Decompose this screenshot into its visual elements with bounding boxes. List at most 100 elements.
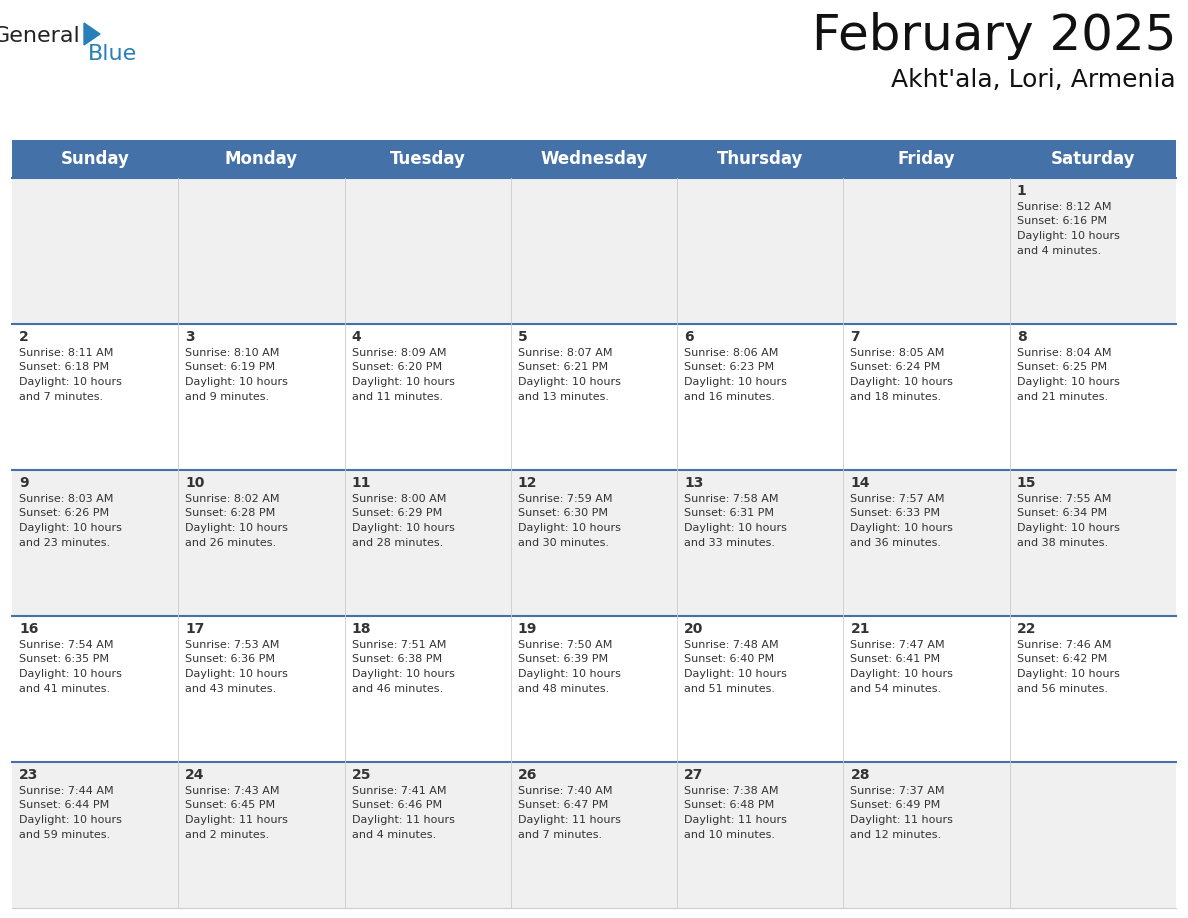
Text: and 30 minutes.: and 30 minutes. xyxy=(518,538,609,547)
Text: and 11 minutes.: and 11 minutes. xyxy=(352,391,443,401)
Text: and 46 minutes.: and 46 minutes. xyxy=(352,684,443,693)
Text: Daylight: 10 hours: Daylight: 10 hours xyxy=(518,377,621,387)
Text: 7: 7 xyxy=(851,330,860,344)
Text: Wednesday: Wednesday xyxy=(541,150,647,168)
Text: 23: 23 xyxy=(19,768,38,782)
Text: Sunset: 6:44 PM: Sunset: 6:44 PM xyxy=(19,800,109,811)
Text: and 7 minutes.: and 7 minutes. xyxy=(518,830,602,839)
Text: Daylight: 11 hours: Daylight: 11 hours xyxy=(518,815,621,825)
Text: Akht'ala, Lori, Armenia: Akht'ala, Lori, Armenia xyxy=(891,68,1176,92)
Text: and 4 minutes.: and 4 minutes. xyxy=(352,830,436,839)
Text: and 7 minutes.: and 7 minutes. xyxy=(19,391,103,401)
Text: Daylight: 10 hours: Daylight: 10 hours xyxy=(851,377,953,387)
Text: Sunset: 6:33 PM: Sunset: 6:33 PM xyxy=(851,509,941,519)
Text: and 36 minutes.: and 36 minutes. xyxy=(851,538,941,547)
Text: Sunset: 6:30 PM: Sunset: 6:30 PM xyxy=(518,509,608,519)
Text: Sunrise: 7:53 AM: Sunrise: 7:53 AM xyxy=(185,640,279,650)
Text: Daylight: 10 hours: Daylight: 10 hours xyxy=(185,377,289,387)
Text: and 38 minutes.: and 38 minutes. xyxy=(1017,538,1108,547)
Text: Sunset: 6:34 PM: Sunset: 6:34 PM xyxy=(1017,509,1107,519)
Text: Daylight: 10 hours: Daylight: 10 hours xyxy=(518,523,621,533)
Text: Sunrise: 8:12 AM: Sunrise: 8:12 AM xyxy=(1017,202,1111,212)
Text: Sunset: 6:45 PM: Sunset: 6:45 PM xyxy=(185,800,276,811)
Text: Sunset: 6:46 PM: Sunset: 6:46 PM xyxy=(352,800,442,811)
Text: 4: 4 xyxy=(352,330,361,344)
Bar xyxy=(12,140,1176,178)
Text: and 9 minutes.: and 9 minutes. xyxy=(185,391,270,401)
Text: Daylight: 11 hours: Daylight: 11 hours xyxy=(185,815,289,825)
Text: 17: 17 xyxy=(185,622,204,636)
Text: and 51 minutes.: and 51 minutes. xyxy=(684,684,775,693)
Text: Sunrise: 7:48 AM: Sunrise: 7:48 AM xyxy=(684,640,779,650)
Text: 1: 1 xyxy=(1017,184,1026,198)
Text: Daylight: 10 hours: Daylight: 10 hours xyxy=(684,523,786,533)
Text: 16: 16 xyxy=(19,622,38,636)
Text: and 56 minutes.: and 56 minutes. xyxy=(1017,684,1107,693)
Text: Daylight: 10 hours: Daylight: 10 hours xyxy=(19,669,122,679)
Text: and 21 minutes.: and 21 minutes. xyxy=(1017,391,1108,401)
Text: Daylight: 10 hours: Daylight: 10 hours xyxy=(1017,669,1119,679)
Text: 9: 9 xyxy=(19,476,29,490)
Text: Daylight: 10 hours: Daylight: 10 hours xyxy=(518,669,621,679)
Text: Sunrise: 8:09 AM: Sunrise: 8:09 AM xyxy=(352,348,446,358)
Text: and 59 minutes.: and 59 minutes. xyxy=(19,830,110,839)
Text: Daylight: 10 hours: Daylight: 10 hours xyxy=(684,377,786,387)
Text: Sunrise: 7:37 AM: Sunrise: 7:37 AM xyxy=(851,786,944,796)
Text: Sunrise: 7:38 AM: Sunrise: 7:38 AM xyxy=(684,786,778,796)
Text: Daylight: 10 hours: Daylight: 10 hours xyxy=(352,377,455,387)
Text: 8: 8 xyxy=(1017,330,1026,344)
Text: Daylight: 10 hours: Daylight: 10 hours xyxy=(1017,231,1119,241)
Text: Sunset: 6:24 PM: Sunset: 6:24 PM xyxy=(851,363,941,373)
Text: 14: 14 xyxy=(851,476,870,490)
Text: Monday: Monday xyxy=(225,150,298,168)
Text: Sunrise: 7:57 AM: Sunrise: 7:57 AM xyxy=(851,494,944,504)
Text: Sunday: Sunday xyxy=(61,150,129,168)
Text: 13: 13 xyxy=(684,476,703,490)
Text: 5: 5 xyxy=(518,330,527,344)
Text: Sunset: 6:20 PM: Sunset: 6:20 PM xyxy=(352,363,442,373)
Text: and 23 minutes.: and 23 minutes. xyxy=(19,538,110,547)
Text: Sunset: 6:47 PM: Sunset: 6:47 PM xyxy=(518,800,608,811)
Text: Sunrise: 7:55 AM: Sunrise: 7:55 AM xyxy=(1017,494,1111,504)
Text: Daylight: 10 hours: Daylight: 10 hours xyxy=(1017,377,1119,387)
Text: 12: 12 xyxy=(518,476,537,490)
Text: Sunrise: 7:44 AM: Sunrise: 7:44 AM xyxy=(19,786,114,796)
Text: Daylight: 10 hours: Daylight: 10 hours xyxy=(352,669,455,679)
Text: Sunset: 6:25 PM: Sunset: 6:25 PM xyxy=(1017,363,1107,373)
Text: and 41 minutes.: and 41 minutes. xyxy=(19,684,110,693)
Bar xyxy=(12,470,1176,616)
Text: Saturday: Saturday xyxy=(1050,150,1135,168)
Text: Sunset: 6:26 PM: Sunset: 6:26 PM xyxy=(19,509,109,519)
Text: 28: 28 xyxy=(851,768,870,782)
Text: 6: 6 xyxy=(684,330,694,344)
Text: Tuesday: Tuesday xyxy=(390,150,466,168)
Text: Sunrise: 7:46 AM: Sunrise: 7:46 AM xyxy=(1017,640,1111,650)
Text: and 16 minutes.: and 16 minutes. xyxy=(684,391,775,401)
Text: Sunset: 6:48 PM: Sunset: 6:48 PM xyxy=(684,800,775,811)
Text: Sunrise: 8:02 AM: Sunrise: 8:02 AM xyxy=(185,494,280,504)
Text: Daylight: 10 hours: Daylight: 10 hours xyxy=(185,669,289,679)
Bar xyxy=(12,324,1176,470)
Text: Daylight: 10 hours: Daylight: 10 hours xyxy=(851,523,953,533)
Text: and 28 minutes.: and 28 minutes. xyxy=(352,538,443,547)
Text: Blue: Blue xyxy=(88,44,138,64)
Text: and 18 minutes.: and 18 minutes. xyxy=(851,391,942,401)
Text: Sunset: 6:28 PM: Sunset: 6:28 PM xyxy=(185,509,276,519)
Text: 15: 15 xyxy=(1017,476,1036,490)
Text: 19: 19 xyxy=(518,622,537,636)
Text: Daylight: 10 hours: Daylight: 10 hours xyxy=(19,377,122,387)
Text: 10: 10 xyxy=(185,476,204,490)
Text: Sunset: 6:38 PM: Sunset: 6:38 PM xyxy=(352,655,442,665)
Text: Sunrise: 7:41 AM: Sunrise: 7:41 AM xyxy=(352,786,446,796)
Text: and 26 minutes.: and 26 minutes. xyxy=(185,538,277,547)
Text: Daylight: 10 hours: Daylight: 10 hours xyxy=(684,669,786,679)
Text: 21: 21 xyxy=(851,622,870,636)
Text: 2: 2 xyxy=(19,330,29,344)
Text: Sunrise: 8:05 AM: Sunrise: 8:05 AM xyxy=(851,348,944,358)
Text: February 2025: February 2025 xyxy=(811,12,1176,60)
Text: General: General xyxy=(0,26,80,46)
Text: Sunset: 6:42 PM: Sunset: 6:42 PM xyxy=(1017,655,1107,665)
Text: Sunrise: 7:50 AM: Sunrise: 7:50 AM xyxy=(518,640,612,650)
Text: Sunset: 6:35 PM: Sunset: 6:35 PM xyxy=(19,655,109,665)
Text: Daylight: 10 hours: Daylight: 10 hours xyxy=(851,669,953,679)
